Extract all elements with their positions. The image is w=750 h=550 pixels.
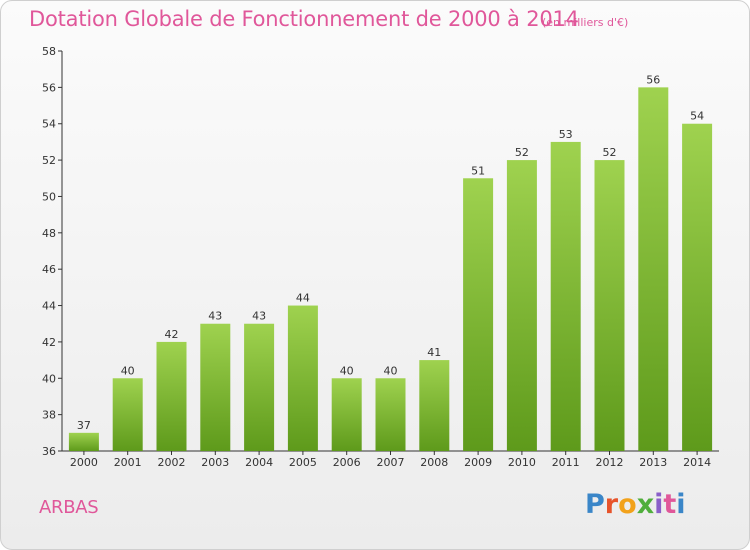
chart-bars	[68, 87, 713, 452]
bar	[287, 305, 318, 451]
bar	[200, 323, 231, 451]
proxiti-logo: Proxiti	[585, 489, 686, 520]
bar-value-label: 40	[384, 364, 398, 377]
bar	[463, 178, 494, 452]
bar-value-label: 37	[77, 419, 91, 432]
x-tick-label: 2014	[683, 456, 711, 469]
x-tick-label: 2005	[289, 456, 317, 469]
chart-axes: 36 38 40 42 44 46 48 50 52 54 56 58	[42, 45, 719, 458]
bar	[331, 378, 362, 451]
bar-value-label: 54	[690, 110, 704, 123]
bar-value-label: 56	[646, 73, 660, 86]
y-tick-label: 36	[42, 445, 56, 458]
bar	[506, 160, 537, 451]
x-tick-label: 2002	[158, 456, 186, 469]
bar	[156, 341, 187, 451]
x-tick-label: 2008	[420, 456, 448, 469]
x-tick-label: 2004	[245, 456, 273, 469]
bar	[375, 378, 406, 451]
commune-name: ARBAS	[39, 497, 99, 518]
bar-value-label: 44	[296, 292, 310, 305]
x-tick-label: 2010	[508, 456, 536, 469]
chart-labels: 37 2000 40 2001 42 2002 43 2003 43 2004 44 2005 40 20…	[70, 73, 711, 469]
bar	[594, 160, 625, 451]
x-tick-label: 2013	[639, 456, 667, 469]
bar	[419, 360, 450, 451]
bar-value-label: 43	[208, 310, 222, 323]
bar-value-label: 51	[471, 164, 485, 177]
bar-value-label: 53	[559, 128, 573, 141]
x-tick-label: 2000	[70, 456, 98, 469]
y-tick-label: 56	[42, 81, 56, 94]
bar-value-label: 43	[252, 310, 266, 323]
chart-unit: (en milliers d'€)	[542, 16, 629, 29]
bar-value-label: 41	[427, 346, 441, 359]
x-tick-label: 2006	[333, 456, 361, 469]
y-tick-label: 46	[42, 263, 56, 276]
bar-value-label: 52	[603, 146, 617, 159]
y-tick-label: 38	[42, 409, 56, 422]
y-tick-label: 52	[42, 154, 56, 167]
y-tick-label: 44	[42, 300, 56, 313]
bar-value-label: 40	[121, 364, 135, 377]
bar	[550, 141, 581, 451]
x-tick-label: 2001	[114, 456, 142, 469]
y-tick-label: 42	[42, 336, 56, 349]
x-tick-label: 2003	[201, 456, 229, 469]
y-tick-label: 54	[42, 118, 56, 131]
bar	[638, 87, 669, 451]
chart-title: Dotation Globale de Fonctionnement de 20…	[29, 7, 579, 31]
bar	[244, 323, 275, 451]
y-tick-label: 48	[42, 227, 56, 240]
bar	[682, 123, 713, 452]
bar	[68, 432, 99, 451]
y-tick-label: 40	[42, 372, 56, 385]
y-tick-label: 58	[42, 45, 56, 58]
x-tick-label: 2009	[464, 456, 492, 469]
bar-value-label: 52	[515, 146, 529, 159]
x-tick-label: 2011	[552, 456, 580, 469]
bar	[112, 378, 143, 451]
x-tick-label: 2012	[596, 456, 624, 469]
y-tick-label: 50	[42, 190, 56, 203]
x-tick-label: 2007	[377, 456, 405, 469]
bar-value-label: 42	[165, 328, 179, 341]
bar-value-label: 40	[340, 364, 354, 377]
